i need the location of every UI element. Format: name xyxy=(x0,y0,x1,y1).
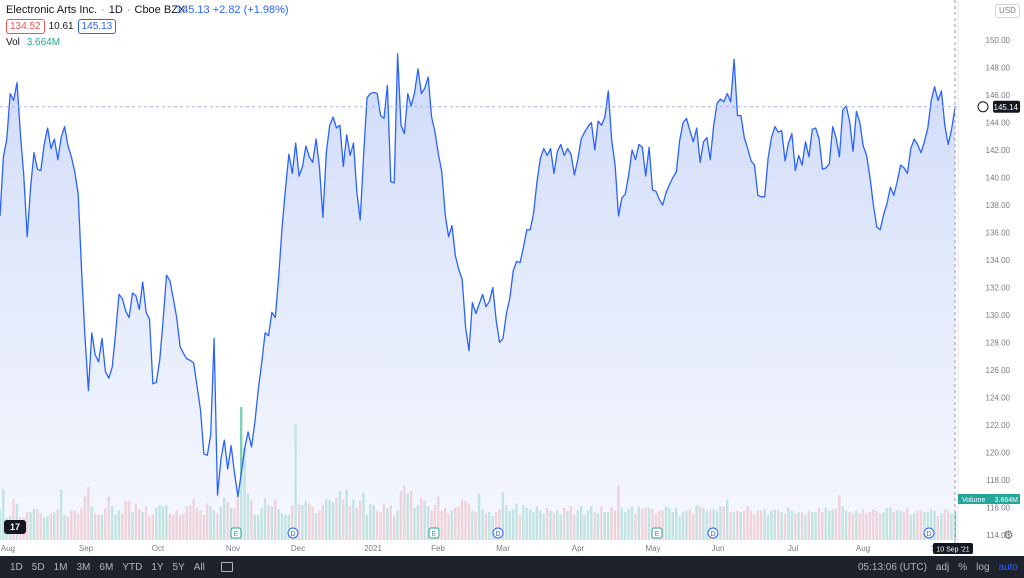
price-tick-label: 130.00 xyxy=(986,311,1011,320)
time-axis-label: Aug xyxy=(856,544,870,553)
dividend-marker[interactable] xyxy=(287,527,299,539)
dividend-marker[interactable] xyxy=(492,527,504,539)
timeframe-ytd[interactable]: YTD xyxy=(122,561,143,573)
price-tick-label: 142.00 xyxy=(986,146,1011,155)
timeframe-3m[interactable]: 3M xyxy=(76,561,91,573)
price-chart[interactable]: 150.00 148.00 146.00 144.00 142.00 140.00 138.… xyxy=(0,0,1024,556)
price-line xyxy=(0,53,956,498)
volume-label[interactable]: Vol xyxy=(6,37,20,48)
time-axis-label: Jun xyxy=(712,544,725,553)
volume-badge xyxy=(958,494,1020,504)
bid-ask-row: 134.52 10.61 145.13 xyxy=(6,19,117,34)
timeframe-1m[interactable]: 1M xyxy=(53,561,68,573)
price-area xyxy=(0,53,956,541)
currency-button[interactable]: USD xyxy=(995,4,1020,18)
price-tick-label: 124.00 xyxy=(986,394,1011,403)
price-tick-label: 120.00 xyxy=(986,449,1011,458)
price-tick-label: 148.00 xyxy=(986,64,1011,73)
earnings-marker[interactable] xyxy=(230,527,242,539)
dividend-marker[interactable] xyxy=(707,527,719,539)
symbol-name[interactable]: Electronic Arts Inc. xyxy=(6,4,98,16)
timeframe-1y[interactable]: 1Y xyxy=(151,561,164,573)
timeframe-all[interactable]: All xyxy=(193,561,205,573)
log-toggle[interactable]: log xyxy=(976,561,990,573)
time-axis-label: 2021 xyxy=(364,544,382,553)
price-axis: 150.00 148.00 146.00 144.00 142.00 140.00 138.… xyxy=(0,0,1020,556)
calendar-icon[interactable] xyxy=(220,562,233,572)
time-axis-label: May xyxy=(645,544,660,553)
price-tick-label: 136.00 xyxy=(986,229,1011,238)
timeframe-6m[interactable]: 6M xyxy=(99,561,114,573)
volume-badge-value: 3.664M xyxy=(995,497,1019,504)
volume-badge-name: Volume xyxy=(962,497,985,504)
ask-button[interactable]: 145.13 xyxy=(77,19,117,34)
dividend-marker-label: D xyxy=(710,531,715,538)
dividend-marker-label: D xyxy=(495,531,500,538)
price-tick-label: 150.00 xyxy=(986,36,1011,45)
price-tick-label: 146.00 xyxy=(986,91,1011,100)
interval-label[interactable]: 1D xyxy=(108,4,123,16)
time-axis-label: Nov xyxy=(226,544,240,553)
legend-separator: · xyxy=(101,4,105,16)
earnings-marker-label: E xyxy=(234,531,239,538)
price-tick-label: 138.00 xyxy=(986,201,1011,210)
bottom-right-controls: 05:13:06 (UTC) adj % log auto xyxy=(858,556,1018,578)
price-tick-label: 144.00 xyxy=(986,119,1011,128)
time-axis-label: Apr xyxy=(572,544,585,553)
timeframe-5y[interactable]: 5Y xyxy=(172,561,185,573)
time-axis-label: Mar xyxy=(496,544,510,553)
time-axis-label: Oct xyxy=(152,544,165,553)
exchange-label: Cboe BZX xyxy=(134,4,186,16)
time-axis-label: Feb xyxy=(431,544,445,553)
adj-toggle[interactable]: adj xyxy=(935,561,950,573)
symbol-legend: Electronic Arts Inc. · 1D · Cboe BZX 145… xyxy=(6,4,289,16)
dividend-marker[interactable] xyxy=(923,527,935,539)
earnings-marker[interactable] xyxy=(428,527,440,539)
last-price-label: 145.14 xyxy=(994,103,1019,112)
price-tick-label: 140.00 xyxy=(986,174,1011,183)
volume-legend: Vol 3.664M xyxy=(6,37,60,48)
earnings-marker-label: E xyxy=(655,531,660,538)
last-price-badge xyxy=(993,100,1020,113)
earnings-marker-label: E xyxy=(432,531,437,538)
price-tick-label: 128.00 xyxy=(986,339,1011,348)
price-tick-label: 132.00 xyxy=(986,284,1011,293)
auto-toggle[interactable]: auto xyxy=(998,561,1018,573)
price-tick-label: 122.00 xyxy=(986,421,1011,430)
time-axis-label: Aug xyxy=(1,544,15,553)
time-axis-label: Dec xyxy=(291,544,305,553)
crosshair-date-label: 10 Sep '21 xyxy=(936,547,969,554)
spread-value: 10.61 xyxy=(48,21,74,32)
price-area-fill xyxy=(0,53,955,541)
add-alert-icon[interactable] xyxy=(977,101,989,113)
earnings-marker[interactable] xyxy=(651,527,663,539)
time-axis: Aug Sep Oct Nov Dec 2021 Feb Mar Apr May Jun Jul Aug… xyxy=(1,543,973,554)
last-price: 145.13 xyxy=(176,4,210,16)
price-tick-label: 114.00 xyxy=(986,531,1010,540)
clock-readout[interactable]: 05:13:06 (UTC) xyxy=(857,561,927,573)
timeframe-1d[interactable]: 1D xyxy=(10,561,23,573)
dividend-marker-label: D xyxy=(926,531,931,538)
price-tick-label: 116.00 xyxy=(986,504,1010,513)
tradingview-logo[interactable]: 17 xyxy=(4,520,26,534)
bottom-toolbar: 1D 5D 1M 3M 6M YTD 1Y 5Y All 05:13:06 (U… xyxy=(0,556,1024,578)
volume-value: 3.664M xyxy=(26,37,61,48)
legend-separator: · xyxy=(126,4,131,16)
bid-button[interactable]: 134.52 xyxy=(6,19,45,34)
price-change-readout: 145.13 +2.82 (+1.98%) xyxy=(176,4,289,16)
chart-canvas[interactable]: 150.00 148.00 146.00 144.00 142.00 140.00 138.… xyxy=(0,0,1024,556)
price-tick-label: 118.00 xyxy=(986,476,1010,485)
timeframe-5d[interactable]: 5D xyxy=(31,561,45,573)
crosshair-date-badge xyxy=(933,543,973,554)
price-change: +2.82 (+1.98%) xyxy=(212,4,289,16)
price-tick-label: 126.00 xyxy=(986,366,1011,375)
time-axis-label: Sep xyxy=(79,544,94,553)
percent-toggle[interactable]: % xyxy=(958,561,968,573)
price-tick-label: 134.00 xyxy=(986,256,1011,265)
time-axis-label: Jul xyxy=(788,544,798,553)
gear-icon[interactable]: ⚙ xyxy=(1003,528,1014,542)
dividend-marker-label: D xyxy=(290,531,295,538)
